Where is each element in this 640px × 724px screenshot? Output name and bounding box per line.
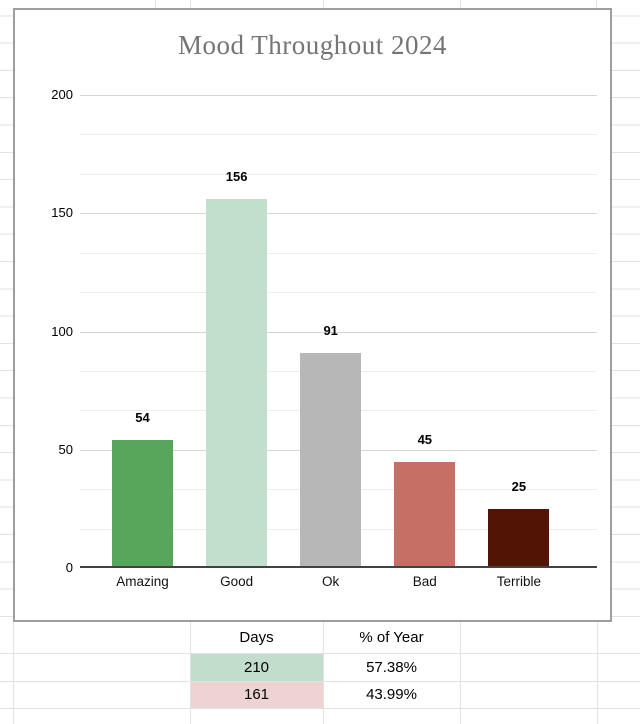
bar-value-label: 25 [511,478,527,494]
category-label: Ok [322,574,340,589]
category-label: Good [220,574,254,589]
category-label: Terrible [496,574,542,589]
cell-bad-percent[interactable]: 43.99% [366,686,417,703]
plot-area: 0 50 100 150 200 54 Amazing 156 Good 91 Ok 45 Bad 25 T… [15,10,610,620]
table-gridline [597,622,598,724]
summary-table: Days % of Year 210 57.38% 161 43.99% [0,622,640,724]
gridline [80,292,597,294]
bar-value-label: 156 [225,169,248,185]
header-cell-days[interactable]: Days [239,629,274,646]
gridline [80,134,597,136]
cell-good-percent[interactable]: 57.38% [366,658,417,676]
gridline [80,213,597,215]
table-gridline [323,622,324,724]
y-tick-label: 0 [65,560,73,575]
table-gridline [0,681,640,682]
bar-value-label: 91 [323,322,338,338]
bar-value-label: 54 [135,410,150,426]
bar-good[interactable] [206,199,268,568]
y-tick-label: 150 [51,205,73,221]
y-tick-label: 100 [51,323,73,339]
bar-ok[interactable] [300,352,362,568]
x-axis-line [80,566,597,568]
chart-title: Mood Throughout 2024 [177,30,447,60]
table-gridline [13,622,14,724]
gridline [80,173,597,175]
chart-container[interactable]: Mood Throughout 2024 0 50 100 150 200 54 Amazi… [13,8,612,622]
table-gridline [0,708,640,709]
table-gridline [460,622,461,724]
bar-value-label: 45 [417,431,433,447]
cell-good-days[interactable]: 210 [190,653,323,681]
y-tick-label: 200 [51,87,73,102]
gridline [80,252,597,254]
header-cell-percent[interactable]: % of Year [359,629,424,646]
bar-terrible[interactable] [488,508,550,568]
gridline [80,331,597,333]
category-label: Amazing [116,574,169,589]
table-gridline [0,653,640,654]
y-tick-label: 50 [58,441,73,457]
bar-amazing[interactable] [112,440,173,568]
category-label: Bad [412,574,437,589]
gridline [80,95,597,96]
bar-bad[interactable] [394,461,456,568]
table-gridline [190,622,191,724]
cell-bad-days[interactable]: 161 [190,681,323,708]
